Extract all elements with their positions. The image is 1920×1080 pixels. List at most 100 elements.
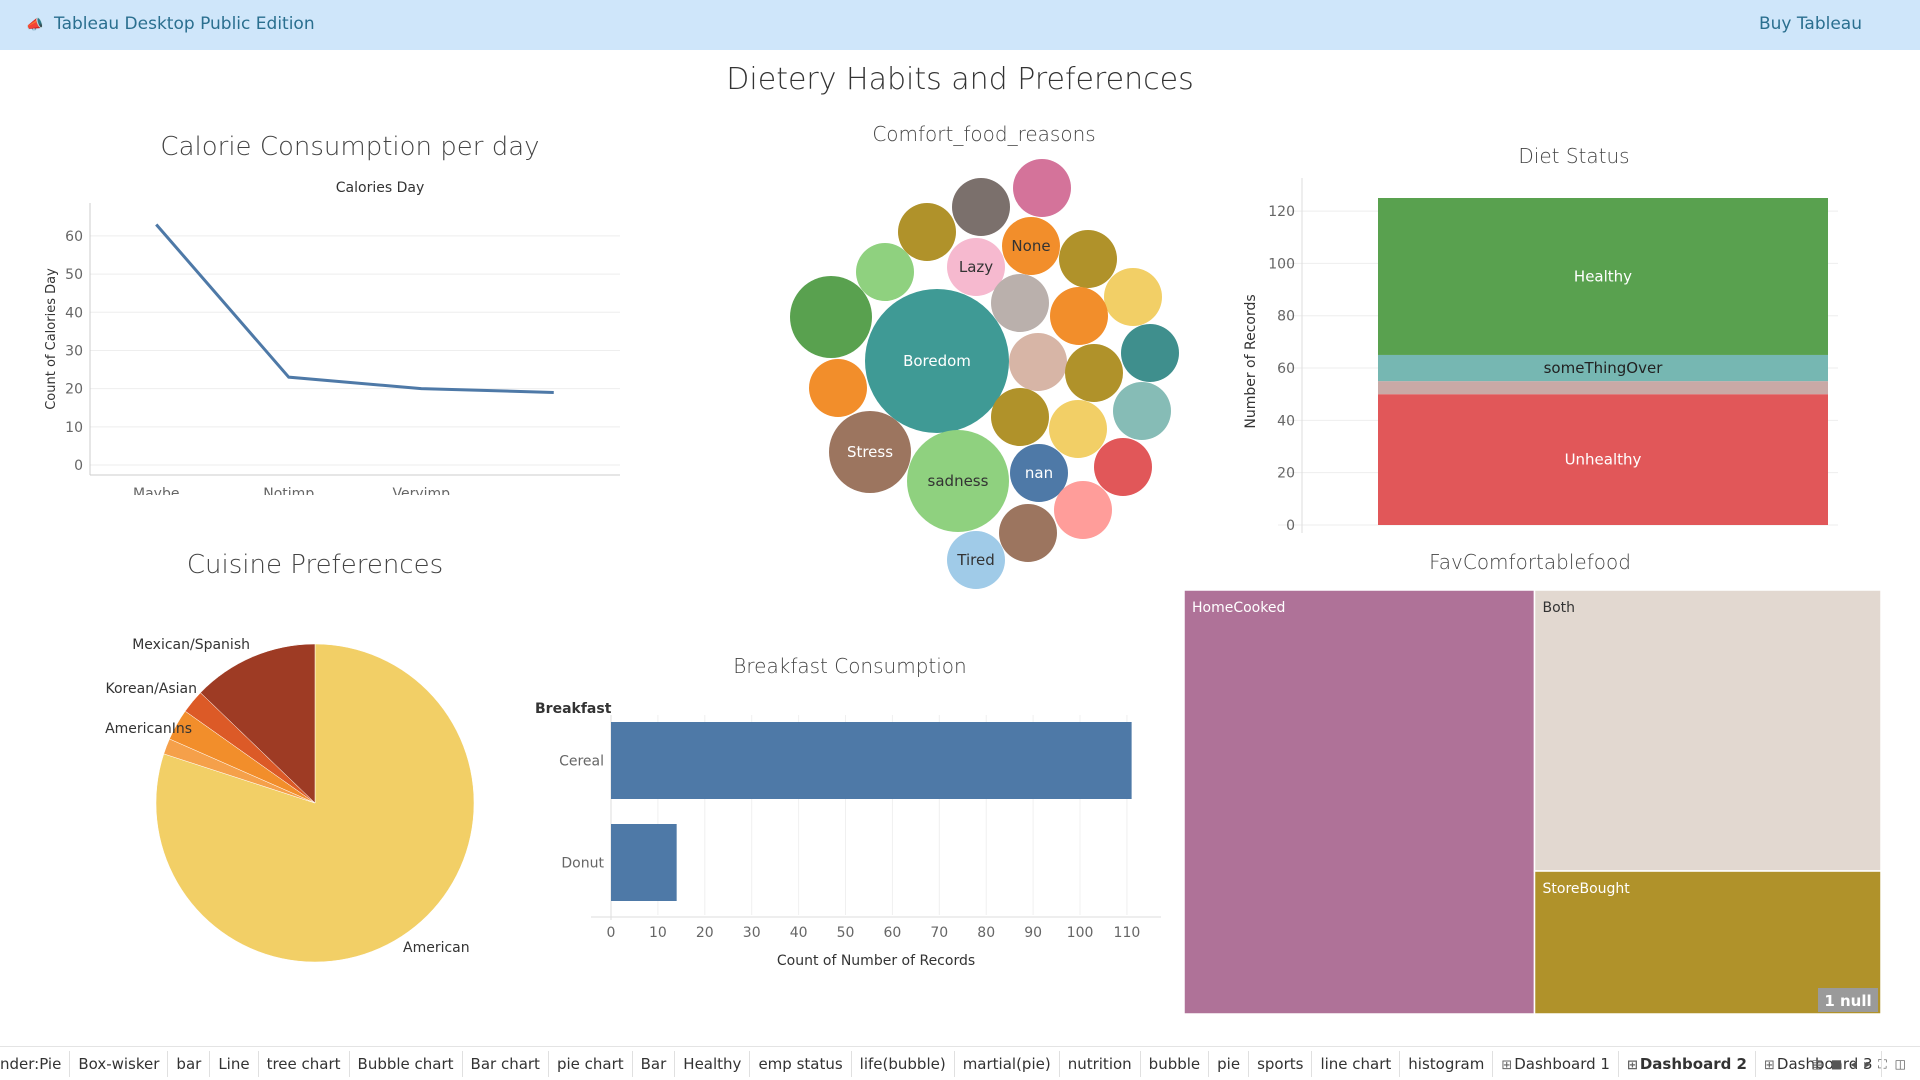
prev-icon[interactable]: ◂ xyxy=(1850,1057,1865,1071)
bar-segment xyxy=(1378,381,1828,395)
treemap-label: Both xyxy=(1543,600,1576,616)
x-tick-label: Notimp xyxy=(263,486,314,495)
bubble xyxy=(1013,159,1071,217)
pie-slice xyxy=(200,643,316,804)
buy-tableau-link[interactable]: Buy Tableau xyxy=(1758,14,1862,34)
y-tick-label: 80 xyxy=(1277,309,1295,325)
x-axis-label: Count of Number of Records xyxy=(777,953,975,969)
bubble xyxy=(947,238,1005,296)
x-tick-label: 100 xyxy=(1067,925,1094,941)
sheet-tab[interactable]: bar xyxy=(168,1050,211,1077)
grid-view-icon[interactable]: ▤ xyxy=(1811,1057,1831,1071)
category-label: Cereal xyxy=(559,754,604,770)
bubble xyxy=(999,504,1057,562)
hbar xyxy=(611,722,1132,799)
bubble xyxy=(1002,217,1060,275)
line-chart-title: Calorie Consumption per day xyxy=(160,132,540,162)
sheet-tab[interactable]: nder:Pie xyxy=(0,1050,71,1077)
sheet-tab[interactable]: pie xyxy=(1209,1050,1250,1077)
segment-label: Healthy xyxy=(1574,267,1632,285)
sheet-tab[interactable]: Bar xyxy=(633,1050,676,1077)
bubble xyxy=(1050,287,1108,345)
pie-label: Korean/Asian xyxy=(106,681,198,697)
y-tick-label: 40 xyxy=(65,305,83,321)
y-tick-label: 120 xyxy=(1268,204,1295,220)
y-tick-label: 20 xyxy=(1277,466,1295,482)
bubble xyxy=(947,531,1005,589)
y-tick-label: 30 xyxy=(65,343,83,359)
y-axis-label: Count of Calories Day xyxy=(44,268,59,410)
bar-segment xyxy=(1378,394,1828,525)
bubble-label: None xyxy=(1011,237,1050,255)
dashboard-tab[interactable]: ⊞ Dashboard 1 xyxy=(1493,1050,1619,1077)
breakfast-chart[interactable]: Breakfast 0 10 20 30 40 50 60 70 80 90 100 110 Cereal… xyxy=(520,685,1180,980)
sheet-tab[interactable]: Line xyxy=(210,1050,259,1077)
bubble-label: sadness xyxy=(928,472,989,490)
fullscreen-icon[interactable]: ⛶ xyxy=(1878,1057,1895,1071)
x-tick-label: 110 xyxy=(1114,925,1141,941)
sheet-tab[interactable]: emp status xyxy=(750,1050,852,1077)
pie-chart[interactable]: American AmericanIns Korean/Asian Mexican/S… xyxy=(60,620,500,970)
sheet-tab[interactable]: Box-wisker xyxy=(70,1050,169,1077)
sheet-tab[interactable]: line chart xyxy=(1312,1050,1401,1077)
bubble xyxy=(952,178,1010,236)
bar-segment xyxy=(1378,354,1828,382)
sheet-tab[interactable]: nutrition xyxy=(1060,1050,1141,1077)
diet-status-chart[interactable]: 0 20 40 60 80 100 120 Number of Records Unhealth… xyxy=(1230,178,1840,548)
hbar-header: Breakfast xyxy=(535,701,612,717)
segment-label: someThingOver xyxy=(1544,359,1664,377)
hbar-chart-title: Breakfast Consumption xyxy=(733,654,967,678)
null-badge xyxy=(1818,988,1878,1012)
treemap-cell xyxy=(1533,590,1881,872)
bubble xyxy=(1104,268,1162,326)
sheet-tab-bar: nder:Pie Box-wisker bar Line tree chart Bubbl… xyxy=(0,1046,1920,1080)
x-tick-label: 70 xyxy=(930,925,948,941)
filmstrip-icon[interactable]: ■ xyxy=(1830,1057,1851,1071)
treemap-title: FavComfortablefood xyxy=(1429,550,1631,574)
sheet-tab[interactable]: life(bubble) xyxy=(852,1050,955,1077)
sheet-tab[interactable]: histogram xyxy=(1400,1050,1494,1077)
dashboard-tab[interactable]: ⊞ Dashboard 2 xyxy=(1618,1050,1756,1077)
bubble-label: Lazy xyxy=(959,258,993,276)
treemap-chart[interactable]: HomeCooked Both StoreBought 1 null xyxy=(1184,590,1881,1014)
y-tick-label: 0 xyxy=(74,458,83,474)
sheet-tab[interactable]: pie chart xyxy=(549,1050,633,1077)
treemap-label: StoreBought xyxy=(1543,881,1631,897)
sheet-tab[interactable]: sports xyxy=(1249,1050,1313,1077)
x-tick-label: 50 xyxy=(837,925,855,941)
y-tick-label: 10 xyxy=(65,420,83,436)
dashboard-tab-label: Dashboard 2 xyxy=(1639,1054,1747,1073)
x-tick-label: 80 xyxy=(977,925,995,941)
pie-chart-title: Cuisine Preferences xyxy=(186,550,444,580)
dashboard-tab-label: Dashboard 1 xyxy=(1514,1054,1610,1073)
next-icon[interactable]: ▸ xyxy=(1864,1057,1879,1071)
dashboard-tab[interactable]: ⊞ Dashboard 3 xyxy=(1756,1050,1882,1077)
line-chart[interactable]: Calories Day 0 10 20 30 40 50 60 Count of Calori… xyxy=(30,175,630,495)
bubble-chart[interactable]: None Lazy Boredom Stress sadness nan Tired xyxy=(760,155,1200,595)
y-tick-label: 0 xyxy=(1286,518,1295,534)
sheet-tab[interactable]: Bar chart xyxy=(463,1050,549,1077)
sheet-tab[interactable]: tree chart xyxy=(259,1050,350,1077)
presentation-icon[interactable]: ◫ xyxy=(1894,1057,1914,1071)
sheet-tab[interactable]: Bubble chart xyxy=(350,1050,463,1077)
x-tick-label: 0 xyxy=(607,925,616,941)
bubble xyxy=(856,243,914,301)
dashboard-icon: ⊞ xyxy=(1501,1057,1513,1073)
category-label: Donut xyxy=(561,856,604,872)
megaphone-icon: 📣 xyxy=(26,17,44,33)
pie-label: American xyxy=(403,940,470,956)
bubble xyxy=(1113,382,1171,440)
pie-label: Mexican/Spanish xyxy=(132,637,250,653)
dashboard-title: Dietery Habits and Preferences xyxy=(726,62,1194,97)
sheet-tab[interactable]: bubble xyxy=(1141,1050,1210,1077)
bubble xyxy=(1009,333,1067,391)
x-tick-label: 40 xyxy=(790,925,808,941)
bubble xyxy=(991,388,1049,446)
line-chart-header: Calories Day xyxy=(336,180,424,196)
sheet-tab[interactable]: Healthy xyxy=(675,1050,751,1077)
x-tick-label: 20 xyxy=(696,925,714,941)
sheet-tab[interactable]: martial(pie) xyxy=(955,1050,1060,1077)
bubble xyxy=(1094,438,1152,496)
treemap-cell xyxy=(1184,590,1536,1014)
treemap-label: HomeCooked xyxy=(1192,600,1285,616)
